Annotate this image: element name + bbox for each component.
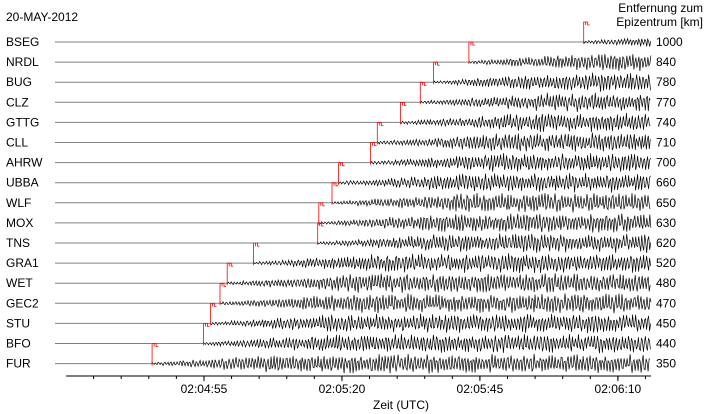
station-row: BSEG 1000 (6, 21, 683, 49)
station-name: STU (6, 316, 30, 330)
station-name: WLF (6, 196, 31, 210)
station-name: BFO (6, 337, 31, 351)
p-arrival-marker (210, 303, 217, 326)
station-distance: 660 (656, 176, 676, 190)
seismic-waveform (253, 253, 651, 274)
p-arrival-marker (331, 182, 338, 205)
station-distance: 620 (656, 236, 676, 250)
seismic-waveform (331, 192, 651, 213)
distance-header-line1: Entfernung zum (618, 1, 703, 15)
p-arrival-marker (583, 21, 590, 44)
station-distance: 1000 (656, 35, 683, 49)
station-traces: BSEG 1000 NRDL 840 BUG 780 CLZ 770 GTTG 740 CLL 710… (6, 21, 683, 374)
seismic-waveform (219, 293, 652, 314)
station-name: NRDL (6, 55, 39, 69)
p-arrival-marker (253, 242, 260, 266)
station-row: BUG 780 (6, 61, 676, 92)
seismic-waveform (210, 313, 651, 334)
seismic-waveform (419, 92, 651, 113)
station-row: AHRW 700 (6, 142, 676, 172)
station-row: WET 480 (6, 262, 676, 293)
seismic-waveform (203, 333, 651, 354)
seismic-waveform (318, 213, 652, 233)
station-name: GRA1 (6, 256, 39, 270)
station-row: GRA1 520 (6, 242, 676, 274)
station-distance: 450 (656, 316, 676, 330)
station-row: CLL 710 (6, 122, 676, 152)
station-distance: 780 (656, 75, 676, 89)
seismic-waveform (433, 72, 651, 92)
station-row: GTTG 740 (6, 102, 676, 133)
seismic-waveform (370, 153, 651, 172)
seismic-waveform (151, 353, 651, 374)
station-distance: 440 (656, 337, 676, 351)
station-name: GEC2 (6, 296, 39, 310)
station-name: BSEG (6, 35, 39, 49)
x-tick-label: 02:04:55 (181, 382, 228, 396)
station-distance: 740 (656, 115, 676, 129)
station-name: BUG (6, 75, 32, 89)
p-arrival-marker (468, 41, 475, 65)
station-distance: 470 (656, 296, 676, 310)
station-row: TNS 620 (6, 222, 676, 253)
station-distance: 350 (656, 357, 676, 371)
x-tick-label: 02:05:45 (457, 382, 504, 396)
station-row: UBBA 660 (6, 162, 676, 193)
station-row: GEC2 470 (6, 282, 676, 314)
seismic-waveform (400, 112, 651, 133)
x-axis-label: Zeit (UTC) (373, 398, 429, 412)
p-arrival-marker (318, 202, 325, 225)
date-label: 20-MAY-2012 (6, 10, 78, 24)
x-tick-label: 02:06:10 (595, 382, 642, 396)
p-arrival-marker (219, 282, 226, 306)
seismic-waveform (376, 132, 651, 152)
station-distance: 630 (656, 216, 676, 230)
station-name: AHRW (6, 156, 43, 170)
station-name: CLZ (6, 95, 29, 109)
x-axis: 02:04:55 02:05:20 02:05:45 02:06:10 (66, 375, 651, 396)
station-row: NRDL 840 (6, 41, 676, 72)
station-name: FUR (6, 357, 31, 371)
station-distance: 700 (656, 156, 676, 170)
station-row: MOX 630 (6, 202, 676, 233)
seismic-waveform (468, 53, 652, 72)
station-distance: 520 (656, 256, 676, 270)
seismic-waveform (583, 37, 652, 47)
seismic-waveform (226, 273, 651, 293)
station-row: FUR 350 (6, 343, 676, 374)
station-row: BFO 440 (6, 323, 676, 354)
p-arrival-marker (226, 262, 234, 286)
station-name: MOX (6, 216, 33, 230)
station-distance: 480 (656, 276, 676, 290)
station-name: CLL (6, 136, 28, 150)
x-tick-label: 02:05:20 (319, 382, 366, 396)
p-arrival-marker (370, 142, 377, 165)
p-arrival-marker (433, 61, 440, 85)
station-name: WET (6, 276, 33, 290)
p-arrival-marker (203, 323, 210, 346)
station-row: STU 450 (6, 303, 676, 334)
station-name: UBBA (6, 176, 39, 190)
station-distance: 840 (656, 55, 676, 69)
distance-header-line2: Epizentrum [km] (616, 15, 703, 29)
seismic-waveform (338, 172, 651, 193)
station-distance: 650 (656, 196, 676, 210)
p-arrival-marker (400, 102, 407, 125)
station-distance: 710 (656, 136, 676, 150)
p-arrival-marker (376, 122, 384, 145)
seismic-waveform (317, 233, 652, 253)
station-row: CLZ 770 (6, 81, 676, 113)
station-name: GTTG (6, 115, 39, 129)
station-distance: 770 (656, 95, 676, 109)
p-arrival-marker (419, 81, 427, 105)
station-name: TNS (6, 236, 30, 250)
p-arrival-marker (317, 222, 324, 245)
p-arrival-marker (151, 343, 159, 366)
p-arrival-marker (338, 162, 345, 185)
station-row: WLF 650 (6, 182, 676, 213)
